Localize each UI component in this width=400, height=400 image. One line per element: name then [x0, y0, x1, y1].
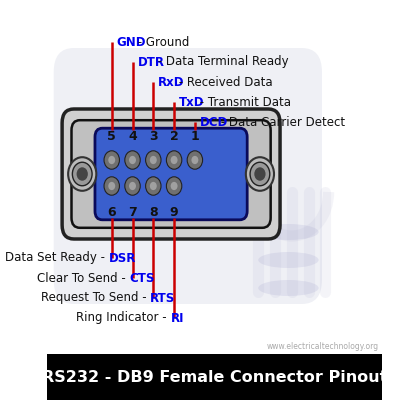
Text: Data Set Ready -: Data Set Ready - — [5, 252, 108, 264]
Circle shape — [171, 182, 178, 190]
Text: 5: 5 — [107, 130, 116, 142]
Text: DSR: DSR — [108, 252, 136, 264]
Circle shape — [250, 162, 270, 186]
Circle shape — [146, 151, 161, 169]
Text: 3: 3 — [149, 130, 158, 142]
Text: RxD: RxD — [158, 76, 185, 88]
Circle shape — [254, 167, 266, 181]
FancyBboxPatch shape — [95, 128, 247, 220]
Circle shape — [108, 156, 115, 164]
Text: - Data Terminal Ready: - Data Terminal Ready — [154, 56, 289, 68]
Circle shape — [108, 182, 115, 190]
Circle shape — [72, 162, 92, 186]
Text: Clear To Send -: Clear To Send - — [37, 272, 129, 284]
Ellipse shape — [258, 224, 319, 240]
Text: 7: 7 — [128, 206, 137, 218]
Circle shape — [150, 156, 157, 164]
Circle shape — [129, 156, 136, 164]
Circle shape — [150, 182, 157, 190]
FancyBboxPatch shape — [62, 109, 280, 239]
FancyBboxPatch shape — [47, 354, 382, 400]
Circle shape — [187, 151, 202, 169]
Circle shape — [68, 157, 96, 191]
Text: - Ground: - Ground — [134, 36, 189, 48]
Text: RTS: RTS — [150, 292, 175, 304]
Text: - Transmit Data: - Transmit Data — [196, 96, 291, 108]
Text: 9: 9 — [170, 206, 178, 218]
Circle shape — [125, 177, 140, 195]
Circle shape — [125, 151, 140, 169]
Text: Request To Send -: Request To Send - — [40, 292, 150, 304]
Circle shape — [129, 182, 136, 190]
Circle shape — [166, 177, 182, 195]
FancyBboxPatch shape — [72, 120, 271, 228]
Circle shape — [246, 157, 274, 191]
Text: - Data Carrier Detect: - Data Carrier Detect — [217, 116, 345, 128]
Text: TxD: TxD — [179, 96, 205, 108]
Text: RS232 - DB9 Female Connector Pinout: RS232 - DB9 Female Connector Pinout — [42, 370, 387, 385]
Ellipse shape — [258, 280, 319, 296]
Text: 2: 2 — [170, 130, 178, 142]
Circle shape — [171, 156, 178, 164]
Circle shape — [166, 151, 182, 169]
Text: Ring Indicator -: Ring Indicator - — [76, 312, 171, 324]
Text: - Received Data: - Received Data — [175, 76, 273, 88]
Text: DCD: DCD — [200, 116, 228, 128]
Text: www.electricaltechnology.org: www.electricaltechnology.org — [267, 342, 379, 351]
Text: 4: 4 — [128, 130, 137, 142]
Text: GND: GND — [117, 36, 146, 48]
Text: DTR: DTR — [138, 56, 164, 68]
Text: RI: RI — [171, 312, 184, 324]
Circle shape — [76, 167, 88, 181]
Circle shape — [104, 151, 120, 169]
Text: CTS: CTS — [129, 272, 154, 284]
Text: 6: 6 — [108, 206, 116, 218]
Text: 1: 1 — [190, 130, 199, 142]
Circle shape — [146, 177, 161, 195]
Circle shape — [104, 177, 120, 195]
Ellipse shape — [258, 252, 319, 268]
FancyBboxPatch shape — [54, 48, 322, 304]
Circle shape — [192, 156, 198, 164]
Text: 8: 8 — [149, 206, 158, 218]
